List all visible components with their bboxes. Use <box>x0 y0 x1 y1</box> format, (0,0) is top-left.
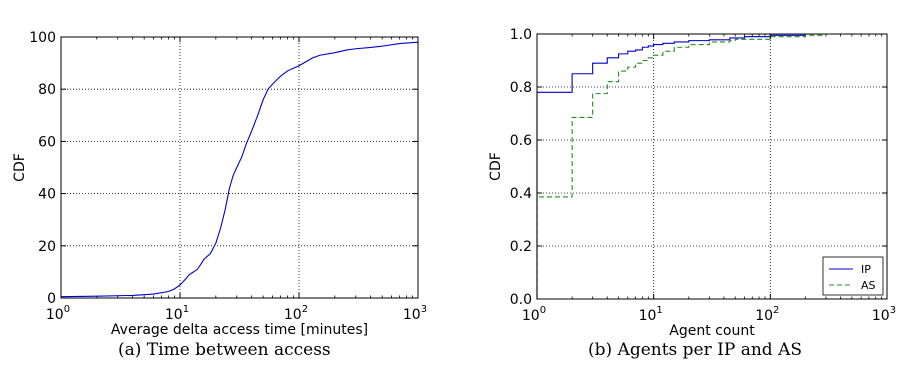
y-tick-label: 60 <box>38 134 56 150</box>
y-tick-label: 0.2 <box>510 239 532 255</box>
caption-b: (b) Agents per IP and AS <box>588 340 803 360</box>
y-tick-label: 0.4 <box>510 186 532 202</box>
chart-b-agents-per-ip-and-as: 100 101 102 103 0.0 0.2 0.4 0.6 0.8 1.0 Agent coun… <box>488 27 896 339</box>
legend-label-as: AS <box>861 279 876 292</box>
y-tick-label: 0.0 <box>510 292 532 308</box>
x-tick-label: 102 <box>284 304 308 323</box>
y-tick-label: 80 <box>38 82 56 98</box>
y-tick-label: 1.0 <box>510 27 532 43</box>
y-tick-label: 0.6 <box>510 133 532 149</box>
axes-frame <box>60 36 419 299</box>
chart-a-time-between-access: 100 101 102 103 0 20 40 60 80 100 Average delta ac… <box>12 30 427 338</box>
axes-frame <box>536 33 888 300</box>
y-axis-label: CDF <box>12 153 28 182</box>
caption-a: (a) Time between access <box>118 340 331 360</box>
x-axis-label: Agent count <box>669 323 755 339</box>
series-line-0 <box>60 41 419 298</box>
x-tick-label: 101 <box>639 305 663 324</box>
legend-label-ip: IP <box>861 263 871 276</box>
y-tick-label: 0 <box>47 291 56 307</box>
y-tick-label: 100 <box>29 30 56 46</box>
x-tick-label: 100 <box>46 304 70 323</box>
y-tick-label: 20 <box>38 239 56 255</box>
x-tick-label: 100 <box>522 305 546 324</box>
x-tick-label: 103 <box>403 304 427 323</box>
series-line-as <box>536 33 887 299</box>
legend: IP AS <box>822 256 884 296</box>
legend-box <box>822 256 884 296</box>
x-axis-label: Average delta access time [minutes] <box>111 322 368 338</box>
y-tick-label: 40 <box>38 187 56 203</box>
x-tick-label: 103 <box>872 305 896 324</box>
x-tick-label: 102 <box>755 305 779 324</box>
y-tick-label: 0.8 <box>510 80 532 96</box>
series-line-ip <box>536 33 887 299</box>
x-tick-label: 101 <box>165 304 189 323</box>
y-axis-label: CDF <box>488 152 504 181</box>
